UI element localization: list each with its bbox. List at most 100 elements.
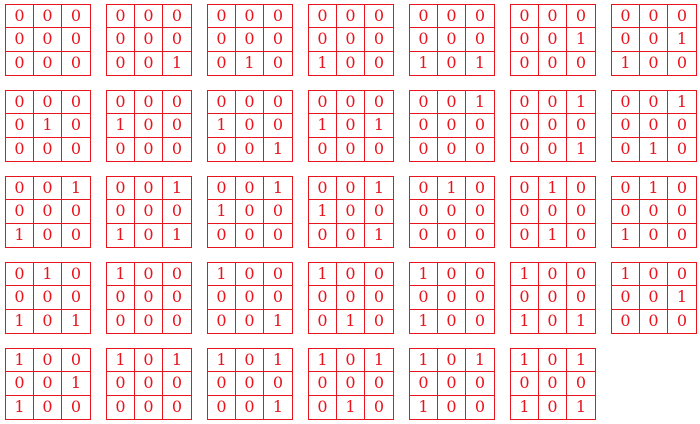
matrix-cell: 0: [474, 397, 486, 417]
matrix-cell: 0: [163, 263, 191, 287]
matrix-cell: 0: [567, 372, 595, 396]
matrix-cell: 1: [668, 91, 696, 115]
matrix-cell: 0: [70, 53, 82, 73]
matrix-cell: 1: [466, 349, 494, 373]
matrix-cell: 0: [410, 372, 438, 396]
matrix-cell: 0: [34, 91, 62, 115]
matrix-cell: 0: [34, 286, 62, 310]
matrix-cell: 1: [668, 286, 696, 310]
matrix-cell: 0: [171, 139, 183, 159]
matrix-cell: 0: [640, 309, 668, 333]
matrix-cell: 1: [107, 223, 135, 247]
matrix-cell: 0: [438, 372, 466, 396]
matrix-cell: 0: [6, 114, 34, 138]
matrix-cell: 0: [466, 114, 494, 138]
matrix-cell: 0: [676, 225, 688, 245]
matrix-cell: 0: [135, 286, 163, 310]
matrix-cell: 0: [62, 28, 90, 52]
matrix-cell: 0: [135, 223, 163, 247]
matrix-cell: 0: [163, 5, 191, 29]
matrix-cell: 0: [438, 263, 466, 287]
matrix-cell: 0: [135, 28, 163, 52]
matrix-cell: 0: [236, 5, 264, 29]
matrix-cell: 0: [466, 177, 494, 201]
matrix-cell: 0: [337, 263, 365, 287]
matrix-cell: 0: [6, 177, 34, 201]
matrix-cell: 1: [309, 349, 337, 373]
matrix-cell: 1: [208, 200, 236, 224]
matrix-cell: 0: [410, 5, 438, 29]
matrix-cell: 0: [337, 349, 365, 373]
matrix-cell: 0: [34, 200, 62, 224]
matrix-cell: 0: [511, 114, 539, 138]
matrix-cell: 0: [612, 28, 640, 52]
matrix-cell: 0: [62, 114, 90, 138]
matrix-cell: 1: [640, 137, 668, 161]
matrix-cell: 0: [163, 114, 191, 138]
matrix-cell: 0: [373, 397, 385, 417]
matrix-cell: 1: [264, 349, 292, 373]
matrix-cell: 0: [62, 91, 90, 115]
matrix-cell: 0: [612, 137, 640, 161]
matrix-cell: 0: [511, 372, 539, 396]
matrix-cell: 1: [567, 28, 595, 52]
matrix-cell: 1: [34, 263, 62, 287]
matrix-cell: 0: [236, 200, 264, 224]
matrix-cell: 0: [373, 139, 385, 159]
matrix-cell: 0: [539, 114, 567, 138]
matrix-cell: 0: [34, 395, 62, 419]
matrix-cell: 0: [474, 225, 486, 245]
matrix-cell: 0: [107, 309, 135, 333]
matrix-cell: 0: [337, 286, 365, 310]
matrix-cell: 0: [640, 200, 668, 224]
matrix-cell: 1: [309, 51, 337, 75]
matrix-cell: 0: [208, 28, 236, 52]
matrix-cell: 0: [567, 286, 595, 310]
matrix-cell: 0: [272, 225, 284, 245]
matrix-cell: 0: [511, 177, 539, 201]
matrix-cell: 0: [236, 177, 264, 201]
matrix-cell: 0: [62, 200, 90, 224]
matrix-cell: 0: [236, 286, 264, 310]
matrix-cell: 0: [511, 223, 539, 247]
matrix-cell: 0: [70, 139, 82, 159]
matrix-cell: 0: [264, 5, 292, 29]
matrix-cell: 0: [171, 311, 183, 331]
matrix-cell: 0: [676, 311, 688, 331]
matrix-cell: 0: [337, 372, 365, 396]
matrix-cell: 0: [438, 5, 466, 29]
matrix-cell: 0: [539, 349, 567, 373]
matrix-cell: 0: [107, 286, 135, 310]
matrix-cell: 0: [236, 349, 264, 373]
matrix-cell: 1: [62, 372, 90, 396]
matrix-cell: 1: [575, 397, 587, 417]
matrix-cell: 1: [6, 349, 34, 373]
matrix-cell: 0: [135, 137, 163, 161]
matrix-cell: 1: [309, 114, 337, 138]
matrix-cell: 0: [135, 395, 163, 419]
matrix-cell: 0: [640, 91, 668, 115]
matrix-cell: 0: [466, 200, 494, 224]
matrix-cell: 1: [612, 51, 640, 75]
matrix-cell: 0: [511, 200, 539, 224]
matrix-cell: 0: [539, 263, 567, 287]
matrix-cell: 1: [208, 349, 236, 373]
matrix-cell: 0: [6, 200, 34, 224]
matrix-cell: 0: [365, 263, 393, 287]
matrix-cell: 0: [163, 372, 191, 396]
matrix-cell: 0: [612, 177, 640, 201]
